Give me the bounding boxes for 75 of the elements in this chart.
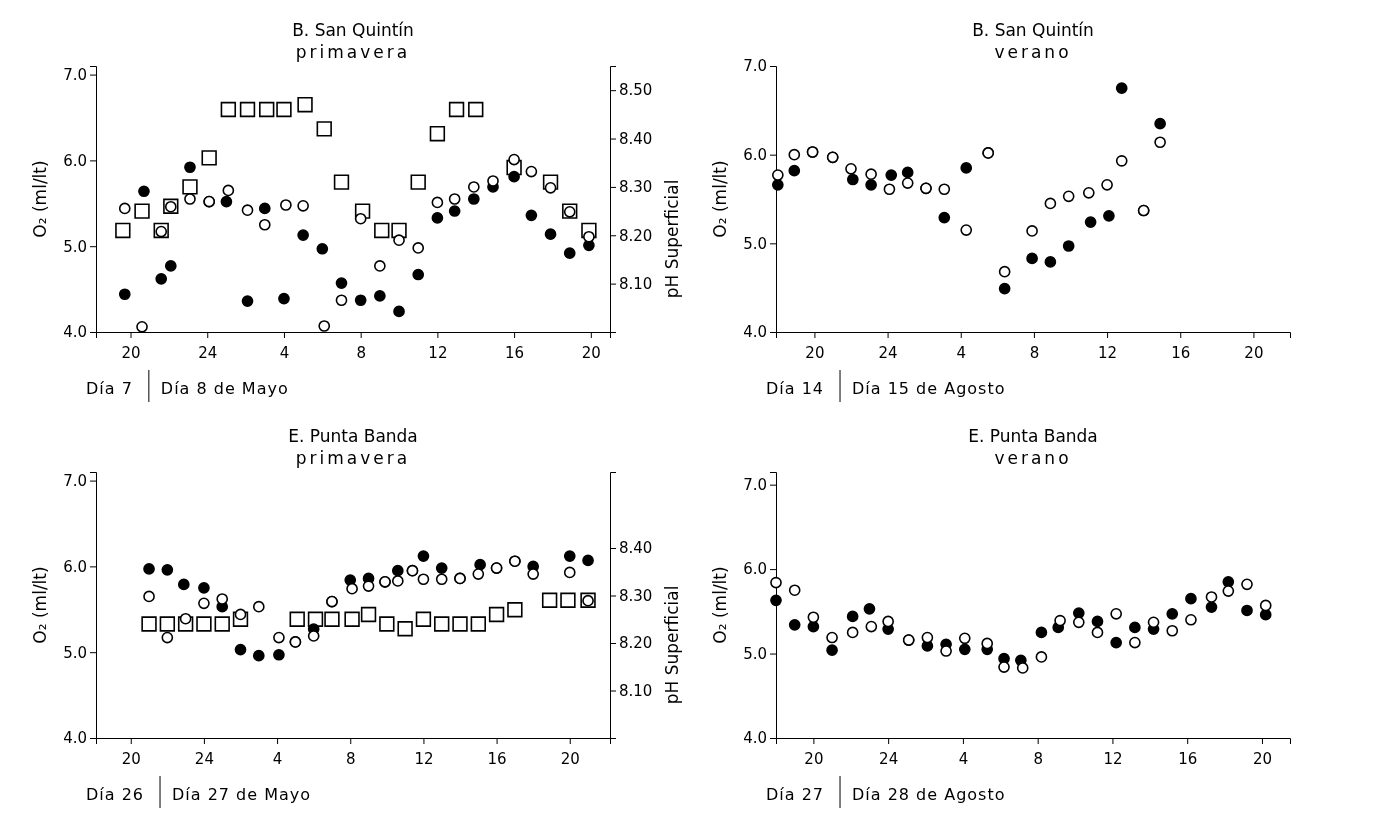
chart-title: E. Punta Banda [968, 426, 1098, 446]
x-tick-label: 8 [345, 749, 356, 768]
x-tick-label: 12 [1098, 343, 1118, 362]
text: Día 8 de Mayo [160, 379, 289, 398]
y2-tick-label: 8.40 [619, 129, 653, 148]
y-axis-title: O₂ (ml/lt) [710, 160, 730, 238]
chart-title: E. Punta Banda [288, 426, 418, 446]
x-tick-label: 4 [956, 343, 967, 362]
x-tick-label: 16 [487, 749, 507, 768]
y-tick-label: 6.0 [743, 145, 767, 164]
chart-subtitle: primavera [295, 448, 411, 468]
x-tick-label: 8 [356, 343, 366, 362]
y-tick-label: 4.0 [63, 729, 87, 748]
text: Día 28 de Agosto [852, 785, 1006, 804]
text: Día 27 [766, 785, 825, 804]
x-tick-label: 24 [194, 749, 214, 768]
x-tick-label: 8 [1029, 343, 1040, 362]
y2-tick-label: 8.30 [619, 178, 653, 197]
y2-tick-label: 8.10 [619, 274, 653, 293]
x-tick-label: 4 [272, 749, 283, 768]
y2-tick-label: 8.50 [619, 81, 653, 100]
y-tick-label: 7.0 [63, 65, 87, 84]
x-tick-label: 20 [560, 749, 580, 768]
x-tick-label: 24 [878, 343, 898, 362]
y-axis-title: O₂ (ml/lt) [710, 566, 730, 644]
chart-title: B. San Quintín [972, 20, 1094, 40]
y-tick-label: 7.0 [63, 471, 87, 490]
y-tick-label: 4.0 [743, 323, 767, 342]
x-tick-label: 4 [958, 749, 969, 768]
x-tick-label: 8 [1033, 749, 1043, 768]
y-tick-label: 5.0 [63, 643, 87, 662]
chart-subtitle: verano [994, 448, 1072, 468]
y-tick-label: 6.0 [743, 560, 767, 579]
y-axis-title: O₂ (ml/lt) [30, 566, 50, 644]
y2-tick-label: 8.10 [619, 681, 653, 700]
x-tick-label: 20 [121, 749, 141, 768]
x-tick-label: 24 [879, 749, 899, 768]
y2-tick-label: 8.30 [619, 586, 653, 605]
chart-subtitle: primavera [295, 42, 411, 62]
x-tick-label: 20 [1252, 749, 1273, 768]
y-tick-label: 5.0 [743, 234, 767, 253]
y-tick-label: 6.0 [63, 557, 87, 576]
y-tick-label: 6.0 [63, 151, 87, 170]
y-tick-label: 4.0 [63, 323, 87, 342]
x-tick-label: 12 [428, 343, 448, 362]
x-tick-label: 4 [279, 343, 290, 362]
x-tick-label: 16 [1178, 749, 1198, 768]
x-tick-label: 20 [581, 343, 601, 362]
y-tick-label: 7.0 [743, 475, 767, 494]
y-axis-title: O₂ (ml/lt) [30, 160, 50, 238]
y2-tick-label: 8.40 [619, 539, 653, 558]
x-tick-label: 20 [121, 343, 141, 362]
x-tick-label: 20 [805, 343, 825, 362]
text: Día 15 de Agosto [852, 379, 1006, 398]
y2-tick-label: 8.20 [619, 634, 653, 653]
y-tick-label: 7.0 [743, 57, 767, 76]
y-tick-label: 5.0 [743, 644, 767, 663]
chart-subtitle: verano [994, 42, 1072, 62]
x-tick-label: 12 [414, 749, 434, 768]
x-tick-label: 20 [1244, 343, 1264, 362]
text: Día 27 de Mayo [172, 785, 312, 804]
text: Día 14 [766, 379, 825, 398]
x-tick-label: 16 [1171, 343, 1191, 362]
x-tick-label: 12 [1103, 749, 1123, 768]
y-tick-label: 5.0 [63, 237, 87, 256]
text: Día 7 [86, 379, 133, 398]
y2-axis-title: pH Superficial [662, 179, 682, 299]
chart-title: B. San Quintín [292, 20, 414, 40]
y2-tick-label: 8.20 [619, 226, 653, 245]
x-tick-label: 16 [505, 343, 525, 362]
y2-axis-title: pH Superficial [662, 585, 682, 705]
x-tick-label: 20 [804, 749, 824, 768]
y-tick-label: 4.0 [743, 729, 767, 748]
x-tick-label: 24 [198, 343, 218, 362]
text: Día 26 [86, 785, 145, 804]
